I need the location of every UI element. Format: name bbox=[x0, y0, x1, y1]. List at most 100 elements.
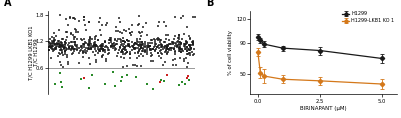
Point bbox=[145, 44, 152, 46]
Point bbox=[109, 71, 116, 73]
Point bbox=[60, 44, 67, 46]
Point bbox=[123, 49, 130, 51]
Point bbox=[188, 44, 194, 46]
Point bbox=[72, 41, 79, 43]
Point bbox=[161, 41, 167, 43]
Point bbox=[80, 44, 87, 46]
Point bbox=[161, 80, 167, 82]
Point bbox=[183, 57, 190, 59]
Point bbox=[178, 42, 184, 44]
Point bbox=[83, 42, 89, 44]
Point bbox=[190, 48, 197, 50]
Point bbox=[81, 43, 87, 45]
Point bbox=[71, 42, 77, 43]
Point bbox=[52, 44, 58, 46]
Point bbox=[74, 48, 80, 50]
Point bbox=[73, 49, 80, 51]
Point bbox=[135, 53, 141, 54]
Point bbox=[135, 51, 142, 53]
Point bbox=[55, 55, 61, 57]
Point bbox=[121, 29, 128, 31]
Point bbox=[163, 46, 170, 48]
Point bbox=[135, 41, 142, 42]
Point bbox=[113, 48, 119, 50]
Point bbox=[109, 47, 116, 49]
Point bbox=[89, 46, 96, 48]
Point bbox=[74, 38, 81, 39]
Point bbox=[87, 63, 93, 65]
Point bbox=[97, 45, 104, 47]
Point bbox=[163, 38, 169, 40]
Point bbox=[89, 45, 96, 47]
Point bbox=[63, 48, 70, 50]
Point bbox=[124, 74, 130, 76]
Point bbox=[162, 45, 168, 47]
Point bbox=[61, 41, 68, 43]
Point bbox=[154, 38, 161, 40]
Point bbox=[147, 48, 154, 50]
Point bbox=[75, 31, 81, 33]
Point bbox=[119, 32, 125, 34]
Point bbox=[56, 53, 63, 55]
Point bbox=[178, 42, 184, 44]
Point bbox=[105, 53, 112, 54]
Point bbox=[53, 48, 59, 50]
Point bbox=[123, 30, 130, 32]
Point bbox=[49, 50, 56, 52]
Point bbox=[158, 44, 164, 46]
Point bbox=[105, 49, 111, 51]
Point bbox=[155, 37, 161, 38]
Point bbox=[64, 54, 70, 56]
Point bbox=[140, 43, 146, 45]
Point bbox=[146, 46, 152, 48]
Point bbox=[74, 45, 81, 46]
Point bbox=[119, 53, 126, 55]
Point bbox=[122, 53, 128, 55]
Point bbox=[63, 42, 69, 44]
Point bbox=[52, 44, 58, 45]
Point bbox=[113, 43, 120, 45]
Point bbox=[182, 44, 188, 46]
Point bbox=[86, 44, 92, 46]
Point bbox=[176, 35, 182, 36]
Point bbox=[62, 53, 68, 55]
Point bbox=[118, 51, 124, 53]
Point bbox=[140, 55, 146, 57]
Point bbox=[132, 48, 138, 50]
Point bbox=[137, 48, 143, 50]
Point bbox=[133, 42, 139, 44]
Point bbox=[148, 49, 154, 51]
Point bbox=[62, 51, 68, 53]
Point bbox=[117, 41, 124, 43]
Point bbox=[176, 84, 182, 86]
Point bbox=[92, 54, 99, 56]
Point bbox=[114, 38, 121, 40]
Point bbox=[112, 30, 119, 32]
Point bbox=[185, 62, 191, 64]
Point bbox=[171, 48, 177, 50]
Point bbox=[72, 29, 79, 31]
Point bbox=[180, 15, 186, 17]
Point bbox=[142, 46, 148, 48]
Point bbox=[108, 45, 114, 47]
Point bbox=[184, 42, 190, 44]
Point bbox=[154, 25, 161, 27]
Point bbox=[67, 32, 74, 34]
Point bbox=[163, 25, 170, 27]
Point bbox=[148, 60, 154, 62]
Point bbox=[180, 45, 187, 47]
Point bbox=[187, 46, 194, 48]
Point bbox=[64, 56, 70, 57]
Point bbox=[59, 52, 65, 54]
Point bbox=[65, 48, 72, 50]
Point bbox=[162, 47, 168, 48]
Point bbox=[95, 46, 101, 48]
Text: A: A bbox=[4, 0, 12, 8]
Point bbox=[184, 66, 190, 68]
Point bbox=[56, 46, 62, 48]
Point bbox=[105, 53, 111, 55]
Point bbox=[100, 50, 107, 52]
Point bbox=[127, 53, 133, 55]
Point bbox=[70, 17, 77, 19]
Point bbox=[91, 44, 97, 46]
